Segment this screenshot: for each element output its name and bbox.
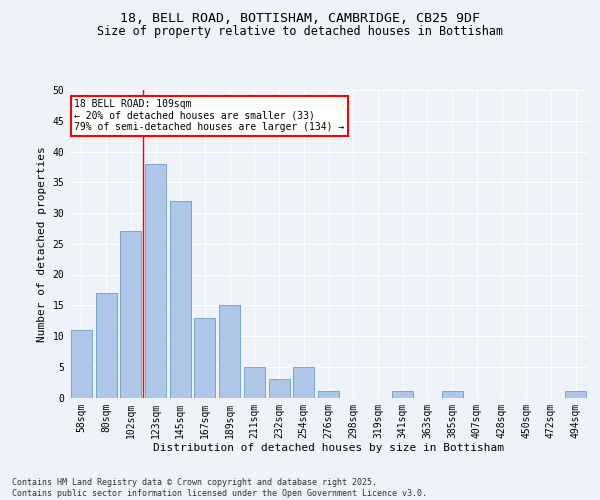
Bar (170, 200, 191, 398)
Bar (442, 392, 463, 398)
Text: 18, BELL ROAD, BOTTISHAM, CAMBRIDGE, CB25 9DF: 18, BELL ROAD, BOTTISHAM, CAMBRIDGE, CB2… (120, 12, 480, 26)
Bar (145, 164, 166, 398)
X-axis label: Distribution of detached houses by size in Bottisham: Distribution of detached houses by size … (153, 443, 504, 453)
Text: Size of property relative to detached houses in Bottisham: Size of property relative to detached ho… (97, 25, 503, 38)
Text: 18 BELL ROAD: 109sqm
← 20% of detached houses are smaller (33)
79% of semi-detac: 18 BELL ROAD: 109sqm ← 20% of detached h… (74, 99, 344, 132)
Bar (219, 305, 240, 398)
Text: Contains HM Land Registry data © Crown copyright and database right 2025.
Contai: Contains HM Land Registry data © Crown c… (12, 478, 427, 498)
Bar (95, 293, 116, 398)
Bar (269, 379, 290, 398)
Y-axis label: Number of detached properties: Number of detached properties (37, 146, 47, 342)
Bar (565, 392, 586, 398)
Bar (392, 392, 413, 398)
Bar (318, 392, 339, 398)
Bar (244, 367, 265, 398)
Bar (194, 318, 215, 398)
Bar (293, 367, 314, 398)
Bar (71, 330, 92, 398)
Bar (120, 232, 141, 398)
